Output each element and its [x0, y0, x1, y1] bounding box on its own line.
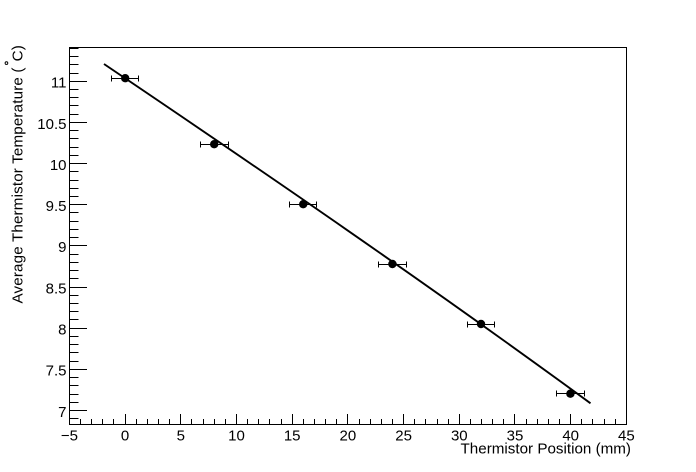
svg-text:11: 11 — [51, 75, 67, 92]
svg-text:45: 45 — [618, 428, 635, 445]
svg-text:0: 0 — [121, 428, 129, 445]
svg-text:35: 35 — [507, 428, 524, 445]
svg-text:Average Thermistor Temperature: Average Thermistor Temperature (C) — [10, 45, 27, 303]
svg-text:10: 10 — [50, 157, 67, 174]
svg-text:−5: −5 — [61, 428, 78, 445]
svg-text:40: 40 — [562, 428, 579, 445]
svg-text:10.5: 10.5 — [37, 116, 66, 133]
svg-text:7.5: 7.5 — [46, 363, 67, 380]
svg-text:20: 20 — [340, 428, 357, 445]
svg-text:9: 9 — [58, 239, 66, 256]
svg-text:7: 7 — [58, 404, 66, 421]
svg-text:10: 10 — [228, 428, 245, 445]
svg-text:8: 8 — [58, 322, 66, 339]
svg-text:5: 5 — [177, 428, 185, 445]
svg-text:Thermistor Position (mm): Thermistor Position (mm) — [461, 440, 631, 457]
svg-text:8.5: 8.5 — [46, 280, 67, 297]
svg-text:30: 30 — [451, 428, 468, 445]
svg-text:9.5: 9.5 — [46, 198, 67, 215]
svg-text:15: 15 — [284, 428, 301, 445]
svg-text:25: 25 — [395, 428, 412, 445]
